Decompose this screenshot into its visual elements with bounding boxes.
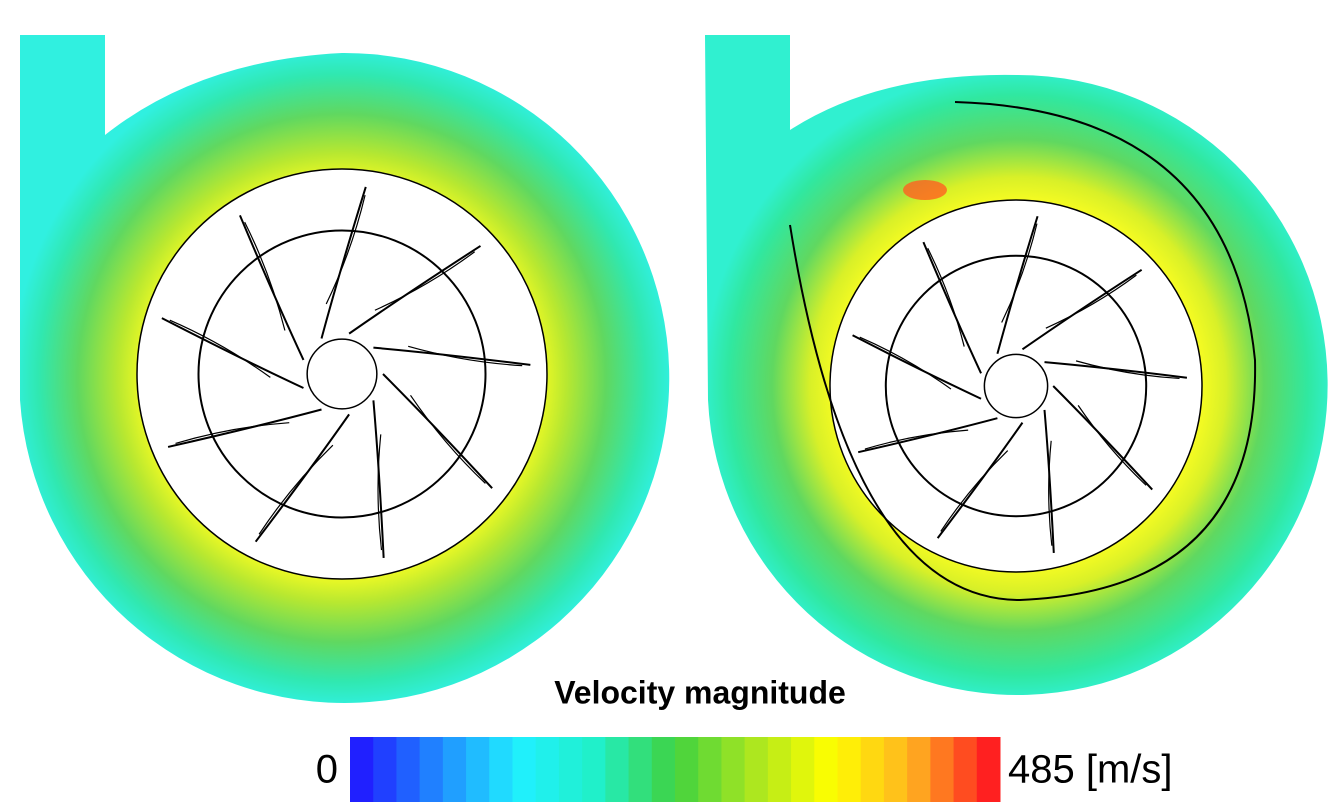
colorbar-swatch — [420, 737, 444, 802]
colorbar-swatch — [443, 737, 467, 802]
colorbar-swatch — [396, 737, 420, 802]
hub — [307, 339, 377, 409]
colorbar-title: Velocity magnitude — [554, 674, 846, 710]
colorbar-swatch — [350, 737, 374, 802]
colorbar-swatch — [884, 737, 908, 802]
colorbar-swatch — [652, 737, 676, 802]
colorbar-swatch — [954, 737, 978, 802]
colorbar-swatch — [721, 737, 745, 802]
colorbar-swatch — [814, 737, 838, 802]
colorbar-swatch — [698, 737, 722, 802]
colorbar-swatch — [838, 737, 862, 802]
colorbar-swatch — [605, 737, 629, 802]
colorbar-swatch — [559, 737, 583, 802]
colorbar-swatch — [513, 737, 537, 802]
colorbar-swatch — [791, 737, 815, 802]
colorbar-swatch — [907, 737, 931, 802]
colorbar — [350, 737, 1001, 802]
colorbar-swatch — [536, 737, 560, 802]
hub — [984, 354, 1047, 417]
colorbar-swatch — [675, 737, 699, 802]
figure: Velocity magnitude 0 485 [m/s] — [0, 0, 1331, 802]
colorbar-swatch — [861, 737, 885, 802]
colorbar-swatch — [930, 737, 954, 802]
colorbar-swatch — [768, 737, 792, 802]
colorbar-swatch — [745, 737, 769, 802]
colorbar-swatch — [373, 737, 397, 802]
colorbar-swatch — [582, 737, 606, 802]
colorbar-swatch — [489, 737, 513, 802]
hot-spot — [903, 180, 947, 200]
colorbar-max: 485 [m/s] — [1008, 748, 1173, 792]
colorbar-min: 0 — [316, 748, 338, 792]
colorbar-swatch — [977, 737, 1001, 802]
colorbar-swatch — [629, 737, 653, 802]
colorbar-swatch — [466, 737, 490, 802]
